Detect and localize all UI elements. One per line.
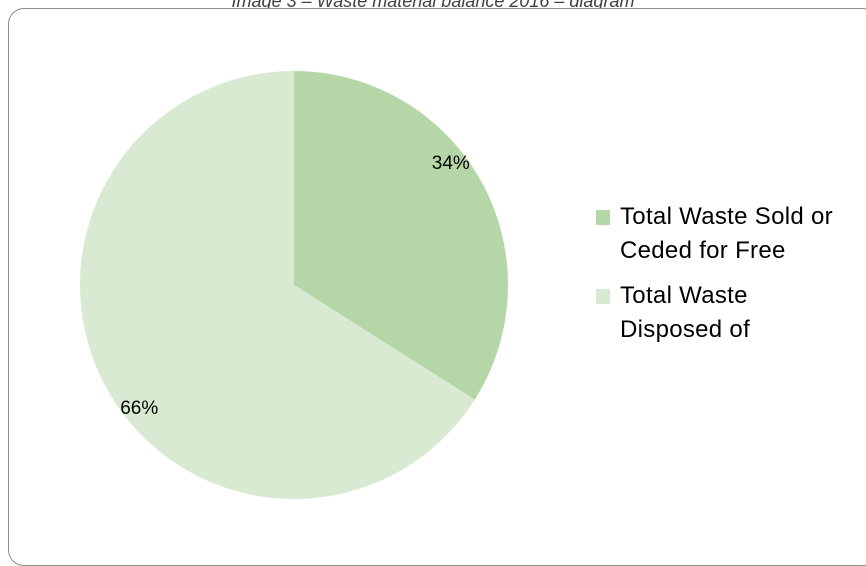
pie-slice-disposed (79, 71, 475, 499)
legend-label-sold: Total Waste Sold or Ceded for Free (620, 203, 833, 264)
legend-item-sold: Total Waste Sold or Ceded for Free (596, 200, 850, 268)
legend-label-disposed: Total Waste Disposed of (620, 282, 751, 343)
data-label-sold: 34% (431, 152, 470, 174)
legend: Total Waste Sold or Ceded for Free Total… (596, 200, 850, 358)
figure-caption: Image 3 – Waste material balance 2016 – … (231, 0, 635, 11)
legend-item-disposed: Total Waste Disposed of (596, 279, 850, 347)
legend-swatch-disposed (596, 289, 610, 304)
data-label-disposed: 66% (120, 398, 159, 420)
pie-slice-sold (294, 71, 508, 400)
legend-swatch-sold (596, 210, 610, 225)
